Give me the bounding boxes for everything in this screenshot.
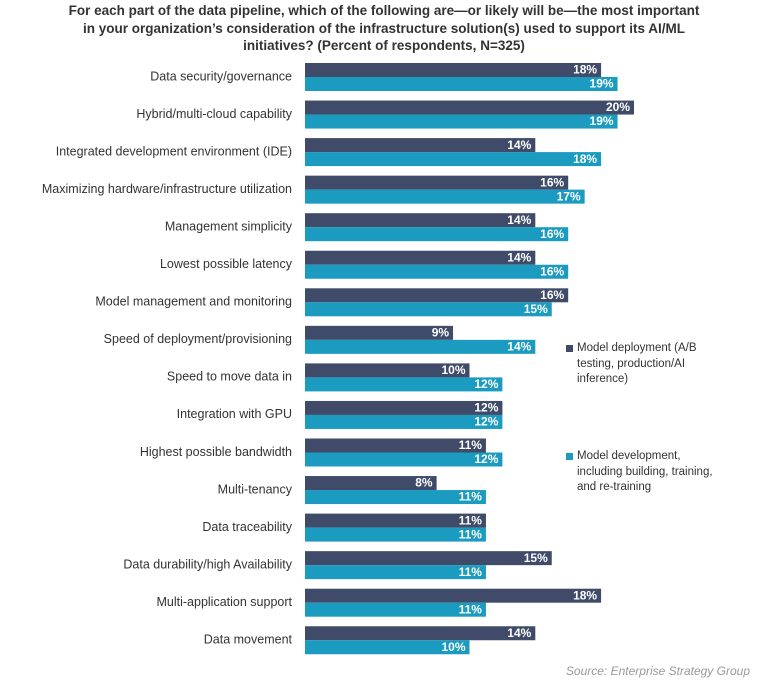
bar — [305, 551, 552, 566]
bar — [305, 100, 634, 115]
value-label: 14% — [507, 250, 531, 264]
value-label: 19% — [590, 114, 614, 128]
bar — [305, 377, 503, 392]
bar — [305, 77, 618, 91]
category-label: Speed to move data in — [167, 370, 292, 384]
value-label: 11% — [459, 490, 483, 504]
bar — [305, 63, 602, 77]
value-label: 18% — [573, 588, 597, 602]
bar — [305, 490, 486, 505]
bar — [305, 264, 569, 279]
value-label: 11% — [459, 438, 483, 452]
bar — [305, 152, 602, 167]
category-label: Multi-application support — [157, 595, 293, 609]
value-label: 11% — [459, 602, 483, 616]
category-label: Data movement — [204, 633, 293, 647]
value-label: 15% — [524, 302, 548, 316]
category-label: Multi-tenancy — [218, 482, 293, 496]
value-label: 8% — [415, 476, 433, 490]
value-label: 14% — [507, 213, 531, 227]
value-label: 12% — [474, 401, 498, 415]
value-label: 16% — [540, 227, 564, 241]
value-label: 14% — [507, 340, 531, 354]
category-label: Highest possible bandwidth — [140, 445, 292, 459]
bar — [305, 213, 536, 228]
value-label: 12% — [474, 452, 498, 466]
bar — [305, 476, 437, 491]
bar — [305, 288, 569, 303]
chart-title: For each part of the data pipeline, whic… — [68, 3, 700, 53]
bar — [305, 626, 536, 641]
bar — [305, 302, 552, 317]
value-label: 16% — [540, 175, 564, 189]
category-label: Integration with GPU — [177, 407, 292, 421]
value-label: 12% — [474, 415, 498, 429]
category-label: Management simplicity — [165, 219, 293, 233]
bar — [305, 438, 486, 453]
bar — [305, 602, 486, 617]
value-label: 20% — [606, 100, 630, 114]
value-label: 14% — [507, 138, 531, 152]
bar — [305, 189, 585, 204]
category-label: Model management and monitoring — [95, 295, 292, 309]
value-label: 18% — [573, 152, 597, 166]
value-label: 15% — [524, 551, 548, 565]
bar — [305, 565, 486, 580]
bar — [305, 452, 503, 467]
bar — [305, 325, 454, 340]
bar — [305, 138, 536, 153]
bar — [305, 363, 470, 378]
value-label: 16% — [540, 264, 564, 278]
category-label: Data durability/high Availability — [123, 557, 292, 571]
value-label: 9% — [432, 326, 450, 340]
value-label: 10% — [441, 640, 465, 654]
bar — [305, 250, 536, 265]
value-label: 11% — [459, 527, 483, 541]
category-label: Data traceability — [202, 520, 292, 534]
bar — [305, 175, 569, 190]
category-label: Data security/governance — [150, 69, 292, 83]
bar — [305, 400, 503, 415]
category-label: Speed of deployment/provisioning — [104, 332, 292, 346]
value-label: 16% — [540, 288, 564, 302]
legend-label: Model development, including building, t… — [577, 450, 713, 493]
value-label: 11% — [459, 565, 483, 579]
bar — [305, 513, 486, 528]
bar — [305, 227, 569, 242]
legend-key — [566, 453, 573, 460]
bar — [305, 527, 486, 542]
value-label: 12% — [474, 377, 498, 391]
value-label: 18% — [573, 63, 597, 77]
value-label: 19% — [590, 77, 614, 91]
value-label: 17% — [557, 189, 581, 203]
legend-key — [566, 345, 573, 352]
legend-label: Model deployment (A/B testing, productio… — [577, 342, 697, 385]
bar — [305, 339, 536, 354]
value-label: 14% — [507, 626, 531, 640]
source-note: Source: Enterprise Strategy Group — [565, 664, 750, 678]
category-label: Integrated development environment (IDE) — [56, 144, 292, 158]
category-label: Hybrid/multi-cloud capability — [136, 107, 292, 121]
value-label: 11% — [459, 513, 483, 527]
category-label: Lowest possible latency — [160, 257, 293, 271]
bar — [305, 114, 618, 129]
bar — [305, 588, 602, 603]
bar — [305, 414, 503, 429]
value-label: 10% — [441, 363, 465, 377]
bar — [305, 640, 470, 655]
category-label: Maximizing hardware/infrastructure utili… — [42, 182, 292, 196]
